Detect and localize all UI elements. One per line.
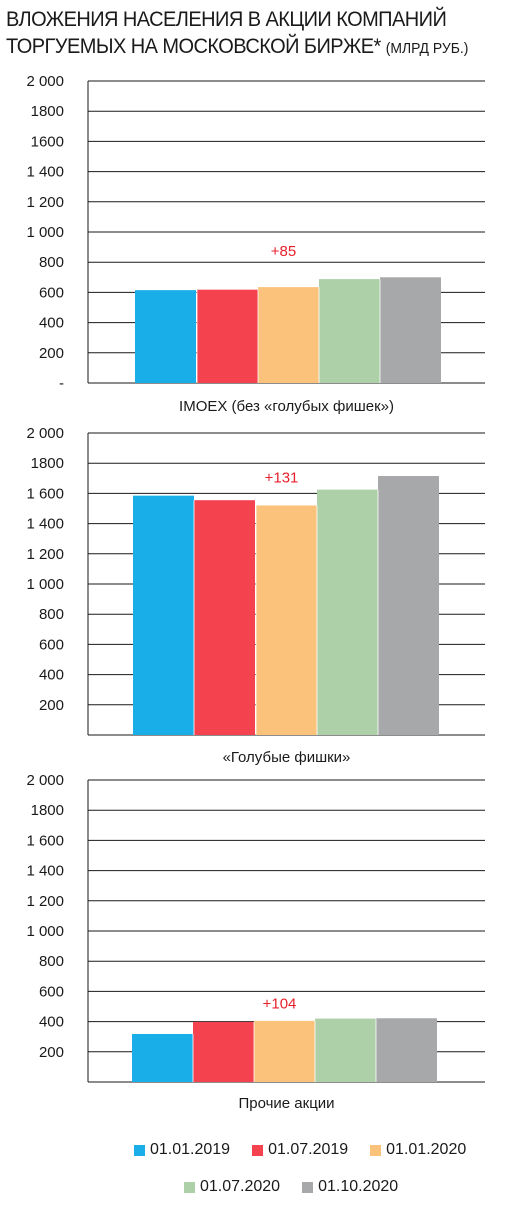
bar-1 xyxy=(133,495,194,735)
bar-2 xyxy=(194,500,255,735)
y-tick-label: 1800 xyxy=(31,103,64,120)
y-tick-label: 200 xyxy=(39,345,64,362)
y-tick-label: 2 000 xyxy=(26,73,64,90)
bar-1 xyxy=(132,1033,193,1082)
category-label: Прочие акции xyxy=(238,1095,334,1112)
y-tick-label: 1 400 xyxy=(26,863,64,880)
legend-label: 01.10.2020 xyxy=(318,1178,399,1195)
y-tick-label: 400 xyxy=(39,1014,64,1031)
legend-swatch xyxy=(302,1181,314,1193)
legend-item: 01.01.2019 xyxy=(134,1141,230,1159)
bar-5 xyxy=(378,476,439,735)
bar-4 xyxy=(317,489,378,735)
y-tick-label: 1600 xyxy=(31,133,64,150)
legend-swatch xyxy=(184,1181,195,1193)
legend-swatch xyxy=(252,1144,264,1156)
y-tick-label: 1 400 xyxy=(26,516,64,533)
bar-1 xyxy=(135,290,196,383)
y-tick-label: 1 000 xyxy=(26,576,64,593)
y-tick-label: 600 xyxy=(39,284,64,301)
bar-5 xyxy=(376,1018,437,1082)
bar-2 xyxy=(197,289,258,383)
bar-3 xyxy=(258,287,319,383)
y-tick-label: 2 000 xyxy=(26,772,64,789)
category-label: IMOEX (без «голубых фишек») xyxy=(179,398,394,415)
legend-label: 01.07.2019 xyxy=(268,1141,349,1158)
y-tick-label: 800 xyxy=(39,953,64,970)
bar-2 xyxy=(193,1021,254,1082)
chart-panel-1: - 200 400 600 800 1 000 1 200 1 400 1600 1800 2 00… xyxy=(26,73,485,415)
bar-5 xyxy=(380,277,441,383)
legend-row-2: 01.07.2020 01.10.2020 xyxy=(184,1178,398,1196)
legend-row-1: 01.01.2019 01.07.2019 01.01.2020 xyxy=(134,1141,466,1159)
y-tick-label: 600 xyxy=(39,636,64,653)
legend-item: 01.07.2019 xyxy=(252,1141,348,1159)
y-tick-label: 1800 xyxy=(31,802,64,819)
y-tick-label: 1 600 xyxy=(26,485,64,502)
charts-canvas: - 200 400 600 800 1 000 1 200 1 400 1600 1800 2 00… xyxy=(26,73,485,1112)
chart-panel-3: 200 400 600 800 1 000 1 200 1 400 1 600 1800 2 00… xyxy=(26,772,485,1112)
y-tick-label: 200 xyxy=(39,697,64,714)
category-label: «Голубые фишки» xyxy=(223,749,351,766)
bar-3 xyxy=(254,1020,315,1082)
y-tick-label: 400 xyxy=(39,315,64,332)
y-tick-label: - xyxy=(59,375,64,392)
y-tick-label: 1 200 xyxy=(26,194,64,211)
change-annotation: +85 xyxy=(271,243,296,260)
y-tick-label: 1 000 xyxy=(26,224,64,241)
y-tick-label: 1 200 xyxy=(26,546,64,563)
legend-label: 01.01.2020 xyxy=(386,1141,467,1158)
y-tick-label: 600 xyxy=(39,983,64,1000)
title-line-1: ВЛОЖЕНИЯ НАСЕЛЕНИЯ В АКЦИИ КОМПАНИЙ xyxy=(6,7,447,31)
chart-panel-2: 200 400 600 800 1 000 1 200 1 400 1 600 1800 2 00… xyxy=(26,425,485,766)
change-annotation: +131 xyxy=(265,469,299,486)
legend-label: 01.07.2020 xyxy=(200,1178,281,1195)
y-tick-label: 1800 xyxy=(31,455,64,472)
y-tick-label: 1 600 xyxy=(26,832,64,849)
legend-item: 01.07.2020 xyxy=(184,1178,280,1196)
y-tick-label: 1 200 xyxy=(26,893,64,910)
chart-title: ВЛОЖЕНИЯ НАСЕЛЕНИЯ В АКЦИИ КОМПАНИЙ ТОРГ… xyxy=(6,6,485,62)
legend-item: 01.10.2020 xyxy=(302,1178,398,1196)
bar-4 xyxy=(319,279,380,383)
bar-4 xyxy=(315,1018,376,1082)
y-tick-label: 1 000 xyxy=(26,923,64,940)
y-tick-label: 2 000 xyxy=(26,425,64,442)
legend-swatch xyxy=(370,1144,382,1156)
change-annotation: +104 xyxy=(263,996,297,1013)
legend-swatch xyxy=(134,1144,145,1156)
legend-label: 01.01.2019 xyxy=(150,1141,231,1158)
y-tick-label: 1 400 xyxy=(26,164,64,181)
bar-3 xyxy=(256,505,317,735)
y-tick-label: 800 xyxy=(39,606,64,623)
y-tick-label: 400 xyxy=(39,667,64,684)
legend-item: 01.01.2020 xyxy=(370,1141,466,1159)
y-tick-label: 800 xyxy=(39,254,64,271)
title-unit: (МЛРД РУБ.) xyxy=(385,40,469,57)
title-line-2: ТОРГУЕМЫХ НА МОСКОВСКОЙ БИРЖЕ* xyxy=(6,34,381,58)
y-tick-label: 200 xyxy=(39,1044,64,1061)
